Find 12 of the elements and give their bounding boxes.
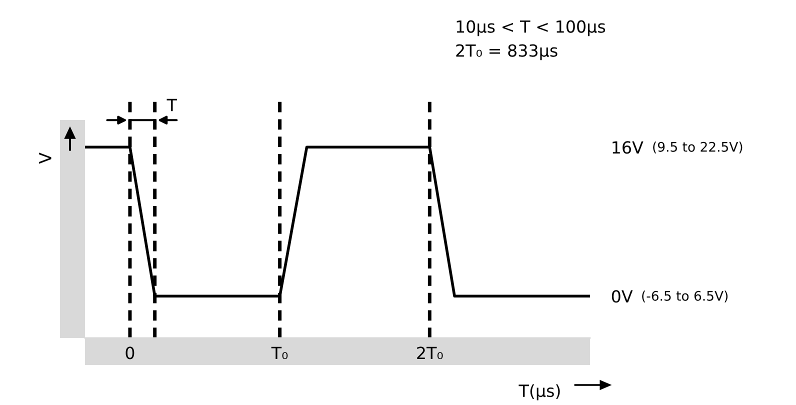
y-axis-title: V [39,152,52,164]
y-tick-label: 0V [612,290,633,303]
text: 10µs < T < 100µs [456,20,606,36]
x-tick-label: T₀ [271,346,288,360]
text: (9.5 to 22.5V) [653,142,742,154]
y-tick-label: 16V [612,141,644,154]
annotation: T [166,98,178,112]
x-tick-label: 2T₀ [417,346,443,360]
text: 2T₀ = 833µs [456,44,558,60]
x-axis-title: T(µs) [518,384,560,400]
text: (-6.5 to 6.5V) [642,290,728,302]
x-tick-label: 0 [126,346,134,360]
